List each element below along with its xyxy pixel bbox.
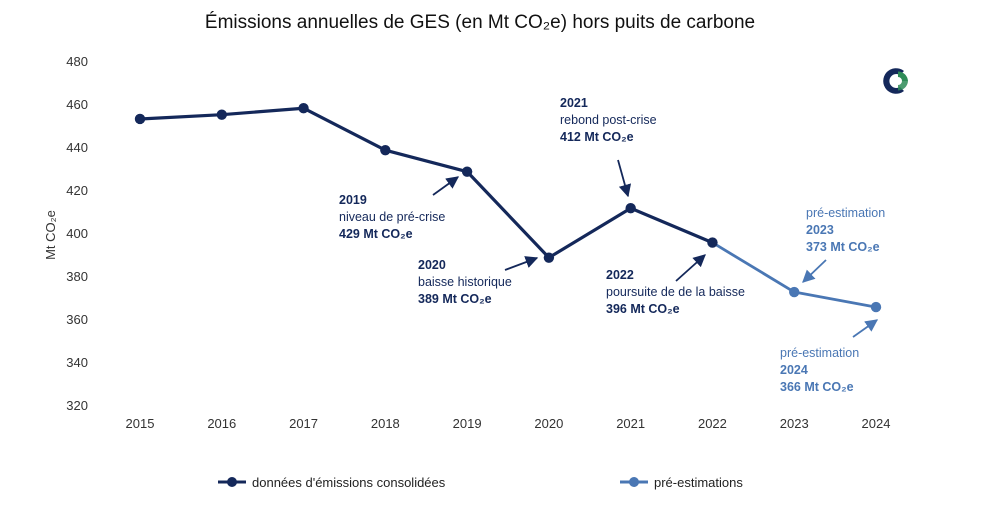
y-tick-label: 420 bbox=[66, 183, 88, 198]
data-point bbox=[625, 203, 636, 214]
annotation-value: 389 Mt CO₂e bbox=[418, 292, 492, 306]
annotation-value: 412 Mt CO₂e bbox=[560, 130, 634, 144]
y-tick-label: 360 bbox=[66, 312, 88, 327]
chart-title: Émissions annuelles de GES (en Mt CO₂e) … bbox=[205, 12, 755, 33]
annotation-year: 2021 bbox=[560, 96, 588, 110]
annotation-arrow bbox=[504, 256, 539, 271]
x-axis-ticks: 2015 2016 2017 2018 2019 2020 2021 2022 2023 2024 bbox=[126, 416, 891, 431]
data-point bbox=[707, 237, 718, 248]
legend-label: pré-estimations bbox=[654, 475, 743, 490]
legend: données d'émissions consolidées pré-estim… bbox=[218, 475, 743, 490]
y-tick-label: 400 bbox=[66, 226, 88, 241]
annotation-desc: baisse historique bbox=[418, 275, 512, 289]
x-tick-label: 2022 bbox=[698, 416, 727, 431]
annotation-value: 396 Mt CO₂e bbox=[606, 302, 680, 316]
annotation-arrow bbox=[852, 319, 879, 338]
x-tick-label: 2020 bbox=[534, 416, 563, 431]
annotation-desc: poursuite de de la baisse bbox=[606, 285, 745, 299]
annotation-arrow bbox=[617, 159, 632, 198]
y-axis-ticks: 320 340 360 380 400 420 440 460 480 bbox=[66, 54, 88, 413]
annotation-arrow bbox=[675, 254, 706, 282]
annotation-year: 2022 bbox=[606, 268, 634, 282]
series-layer bbox=[134, 103, 882, 313]
annotation-year: 2020 bbox=[418, 258, 446, 272]
annotation-desc: rebond post-crise bbox=[560, 113, 657, 127]
y-tick-label: 320 bbox=[66, 398, 88, 413]
data-point bbox=[380, 144, 391, 156]
annotation-year: 2023 bbox=[806, 223, 834, 237]
x-tick-label: 2016 bbox=[207, 416, 236, 431]
data-point bbox=[461, 166, 473, 177]
data-point bbox=[870, 301, 882, 313]
series-line-0 bbox=[139, 106, 714, 260]
y-tick-label: 480 bbox=[66, 54, 88, 69]
annotation-year: 2024 bbox=[780, 363, 808, 377]
annotation-desc: niveau de pré-crise bbox=[339, 210, 445, 224]
x-tick-label: 2021 bbox=[616, 416, 645, 431]
annotation-pre: pré-estimation bbox=[780, 346, 859, 360]
x-tick-label: 2017 bbox=[289, 416, 318, 431]
data-point bbox=[134, 113, 146, 125]
data-point bbox=[789, 286, 800, 298]
x-tick-label: 2023 bbox=[780, 416, 809, 431]
x-tick-label: 2019 bbox=[453, 416, 482, 431]
annotation-arrow bbox=[802, 259, 827, 283]
annotation-layer: 2019 niveau de pré-crise 429 Mt CO₂e 2020 ba… bbox=[339, 96, 885, 394]
x-tick-label: 2018 bbox=[371, 416, 400, 431]
legend-marker bbox=[227, 477, 237, 487]
y-tick-label: 440 bbox=[66, 140, 88, 155]
y-tick-label: 460 bbox=[66, 97, 88, 112]
x-tick-label: 2015 bbox=[126, 416, 155, 431]
y-tick-label: 380 bbox=[66, 269, 88, 284]
data-point bbox=[216, 109, 227, 120]
data-point bbox=[298, 103, 309, 114]
legend-marker bbox=[629, 477, 639, 487]
x-tick-label: 2024 bbox=[862, 416, 891, 431]
brand-logo-icon bbox=[883, 68, 908, 94]
data-point bbox=[543, 252, 555, 263]
annotation-value: 366 Mt CO₂e bbox=[780, 380, 854, 394]
annotation-value: 429 Mt CO₂e bbox=[339, 227, 413, 241]
y-axis-label: Mt CO₂e bbox=[43, 210, 58, 260]
annotation-pre: pré-estimation bbox=[806, 206, 885, 220]
annotation-year: 2019 bbox=[339, 193, 367, 207]
annotation-value: 373 Mt CO₂e bbox=[806, 240, 880, 254]
y-tick-label: 340 bbox=[66, 355, 88, 370]
legend-label: données d'émissions consolidées bbox=[252, 475, 446, 490]
annotation-arrow bbox=[432, 176, 460, 196]
